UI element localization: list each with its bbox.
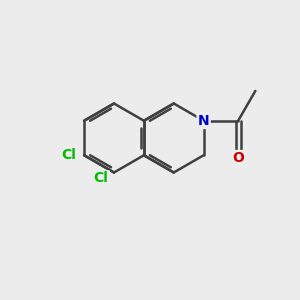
Text: N: N (198, 114, 209, 128)
Text: Cl: Cl (62, 148, 76, 162)
Text: O: O (232, 151, 244, 165)
Text: Cl: Cl (94, 172, 109, 185)
